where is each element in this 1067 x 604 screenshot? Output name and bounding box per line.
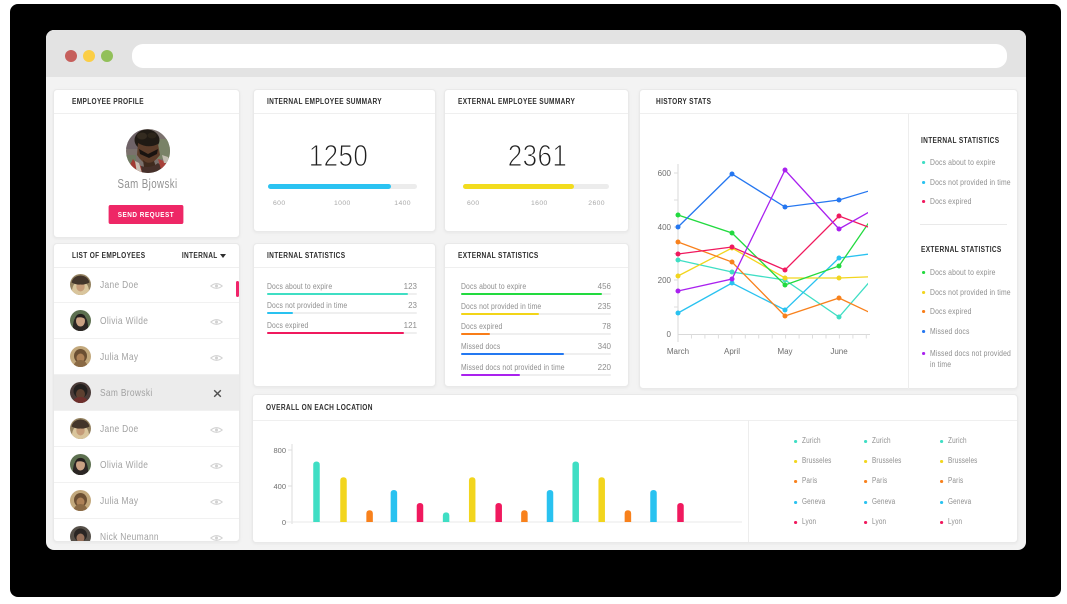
svg-text:800: 800 bbox=[273, 446, 286, 455]
svg-text:June: June bbox=[830, 347, 848, 356]
svg-text:400: 400 bbox=[658, 223, 672, 232]
svg-text:April: April bbox=[724, 347, 740, 356]
svg-text:600: 600 bbox=[658, 169, 672, 178]
svg-text:200: 200 bbox=[658, 276, 672, 285]
svg-text:May: May bbox=[777, 347, 792, 356]
svg-text:0: 0 bbox=[282, 518, 286, 527]
svg-text:0: 0 bbox=[667, 330, 672, 339]
svg-text:March: March bbox=[667, 347, 689, 356]
svg-text:400: 400 bbox=[273, 482, 286, 491]
